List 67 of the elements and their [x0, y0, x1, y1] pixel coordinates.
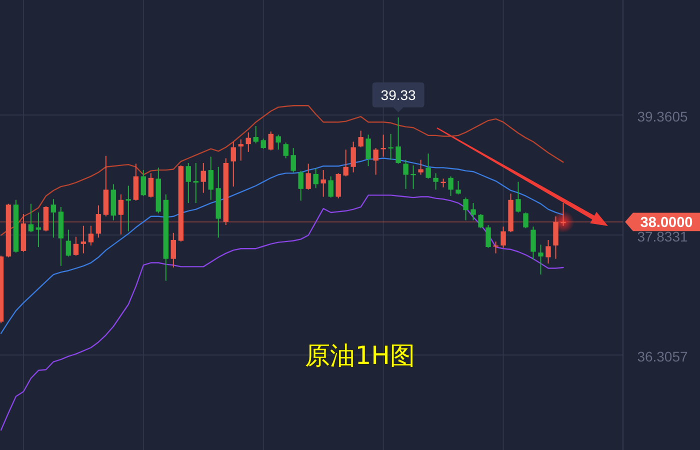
y-tick-label: 37.8331	[637, 228, 688, 245]
candlestick	[118, 194, 124, 235]
candlestick	[126, 185, 132, 232]
candlestick	[283, 142, 288, 159]
ref-line-label: 38.0000	[640, 215, 693, 232]
candlestick	[358, 130, 364, 148]
candlestick	[328, 176, 334, 198]
candlestick	[193, 162, 198, 204]
candlestick	[36, 212, 42, 248]
candlestick	[523, 212, 528, 229]
candlestick	[298, 170, 304, 202]
candlestick	[230, 141, 236, 188]
candlestick	[96, 204, 102, 238]
line-series	[0, 194, 564, 431]
candlestick	[336, 172, 341, 199]
candlestick	[478, 214, 484, 229]
candlestick	[88, 225, 94, 246]
y-tick-label: 36.3057	[637, 348, 688, 365]
candlestick	[43, 206, 49, 232]
candlestick	[28, 203, 34, 233]
candlestick	[148, 172, 154, 198]
candlestick	[253, 126, 258, 144]
candlestick	[238, 138, 244, 162]
candlestick	[260, 138, 266, 150]
candlestick	[208, 156, 214, 200]
candlestick	[306, 163, 311, 190]
candlestick	[313, 168, 318, 189]
candlestick	[276, 134, 281, 150]
candlestick	[268, 131, 274, 151]
callout: 39.33	[372, 82, 424, 112]
candlestick	[448, 176, 454, 196]
candlestick	[133, 163, 139, 202]
candlestick	[426, 153, 431, 180]
text: 原油1H图	[305, 341, 415, 370]
candlestick	[546, 239, 551, 264]
candlestick	[388, 133, 394, 160]
candlestick	[200, 162, 206, 194]
candlestick	[516, 181, 521, 213]
candlestick	[73, 236, 79, 256]
candlestick	[170, 232, 176, 268]
candlestick	[486, 224, 491, 248]
candlestick	[366, 134, 371, 167]
candlestick	[530, 226, 536, 260]
candlestick	[470, 202, 476, 221]
candlestick	[186, 162, 191, 204]
candlestick	[396, 116, 401, 164]
annotation: 39.33	[380, 86, 416, 103]
candlestick	[140, 170, 146, 196]
y-tick-label: 39.3605	[637, 108, 688, 124]
candlestick	[373, 148, 378, 176]
candlestick	[433, 172, 438, 190]
candlestick	[350, 141, 356, 173]
candlestick	[403, 159, 408, 190]
line-series	[0, 105, 564, 236]
candlestick	[80, 225, 86, 254]
candlestick	[418, 159, 424, 176]
candlestick	[343, 149, 348, 177]
candlestick	[500, 226, 506, 248]
candlestick	[320, 170, 326, 198]
candlestick	[553, 216, 558, 260]
candlestick	[463, 197, 468, 221]
candlestick	[456, 180, 461, 195]
candlestick	[290, 148, 296, 173]
candlestick	[66, 229, 72, 257]
candlestick	[538, 244, 544, 276]
candlestick	[50, 198, 56, 238]
candlestick	[246, 132, 251, 152]
